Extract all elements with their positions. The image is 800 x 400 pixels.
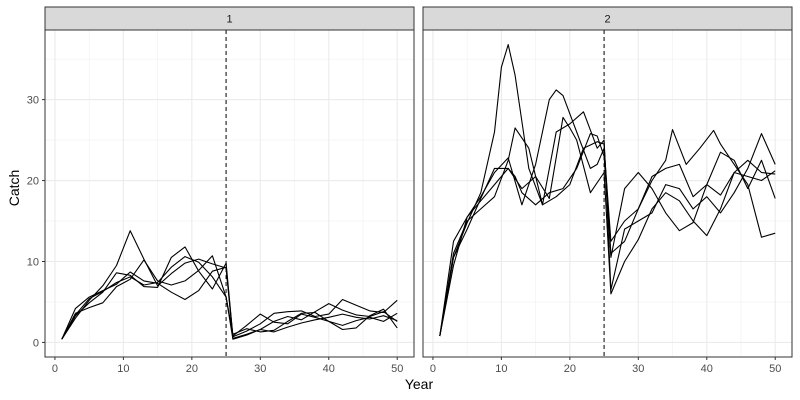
series-line-3 [439,89,776,337]
y-axis-ticks: 0 10 20 30 [27,95,45,349]
x-tick-label: 0 [52,363,58,375]
y-tick-label: 30 [27,95,39,107]
y-tick-label: 0 [33,337,39,349]
y-tick-label: 10 [27,256,39,268]
x-axis-title: Year [405,376,434,392]
x-tick-label: 40 [701,363,713,375]
series-line-5 [61,256,398,340]
x-tick-label: 10 [117,363,129,375]
x-tick-label: 50 [769,363,781,375]
panel-1: 1 [44,6,415,358]
strip-label: 1 [226,14,232,26]
gridlines [45,30,414,357]
strip-label: 2 [604,14,610,26]
x-tick-label: 30 [254,363,266,375]
panel-border [44,29,415,358]
x-tick-label: 50 [391,363,403,375]
gridlines [423,30,792,357]
x-tick-label: 20 [186,363,198,375]
x-tick-label: 0 [430,363,436,375]
panel-border [422,29,793,358]
x-tick-label: 40 [323,363,335,375]
x-tick-label: 20 [564,363,576,375]
series-line-2 [439,111,776,337]
x-axis-ticks: 0 10 20 30 40 50 0 10 20 30 40 50 [52,357,781,375]
series-line-1 [439,44,776,337]
y-axis-title: Catch [6,170,22,207]
series-line-3 [61,266,398,340]
x-tick-label: 10 [495,363,507,375]
x-tick-label: 30 [632,363,644,375]
series-group [61,230,398,340]
panel-2: 2 [422,6,793,358]
y-tick-label: 20 [27,176,39,188]
